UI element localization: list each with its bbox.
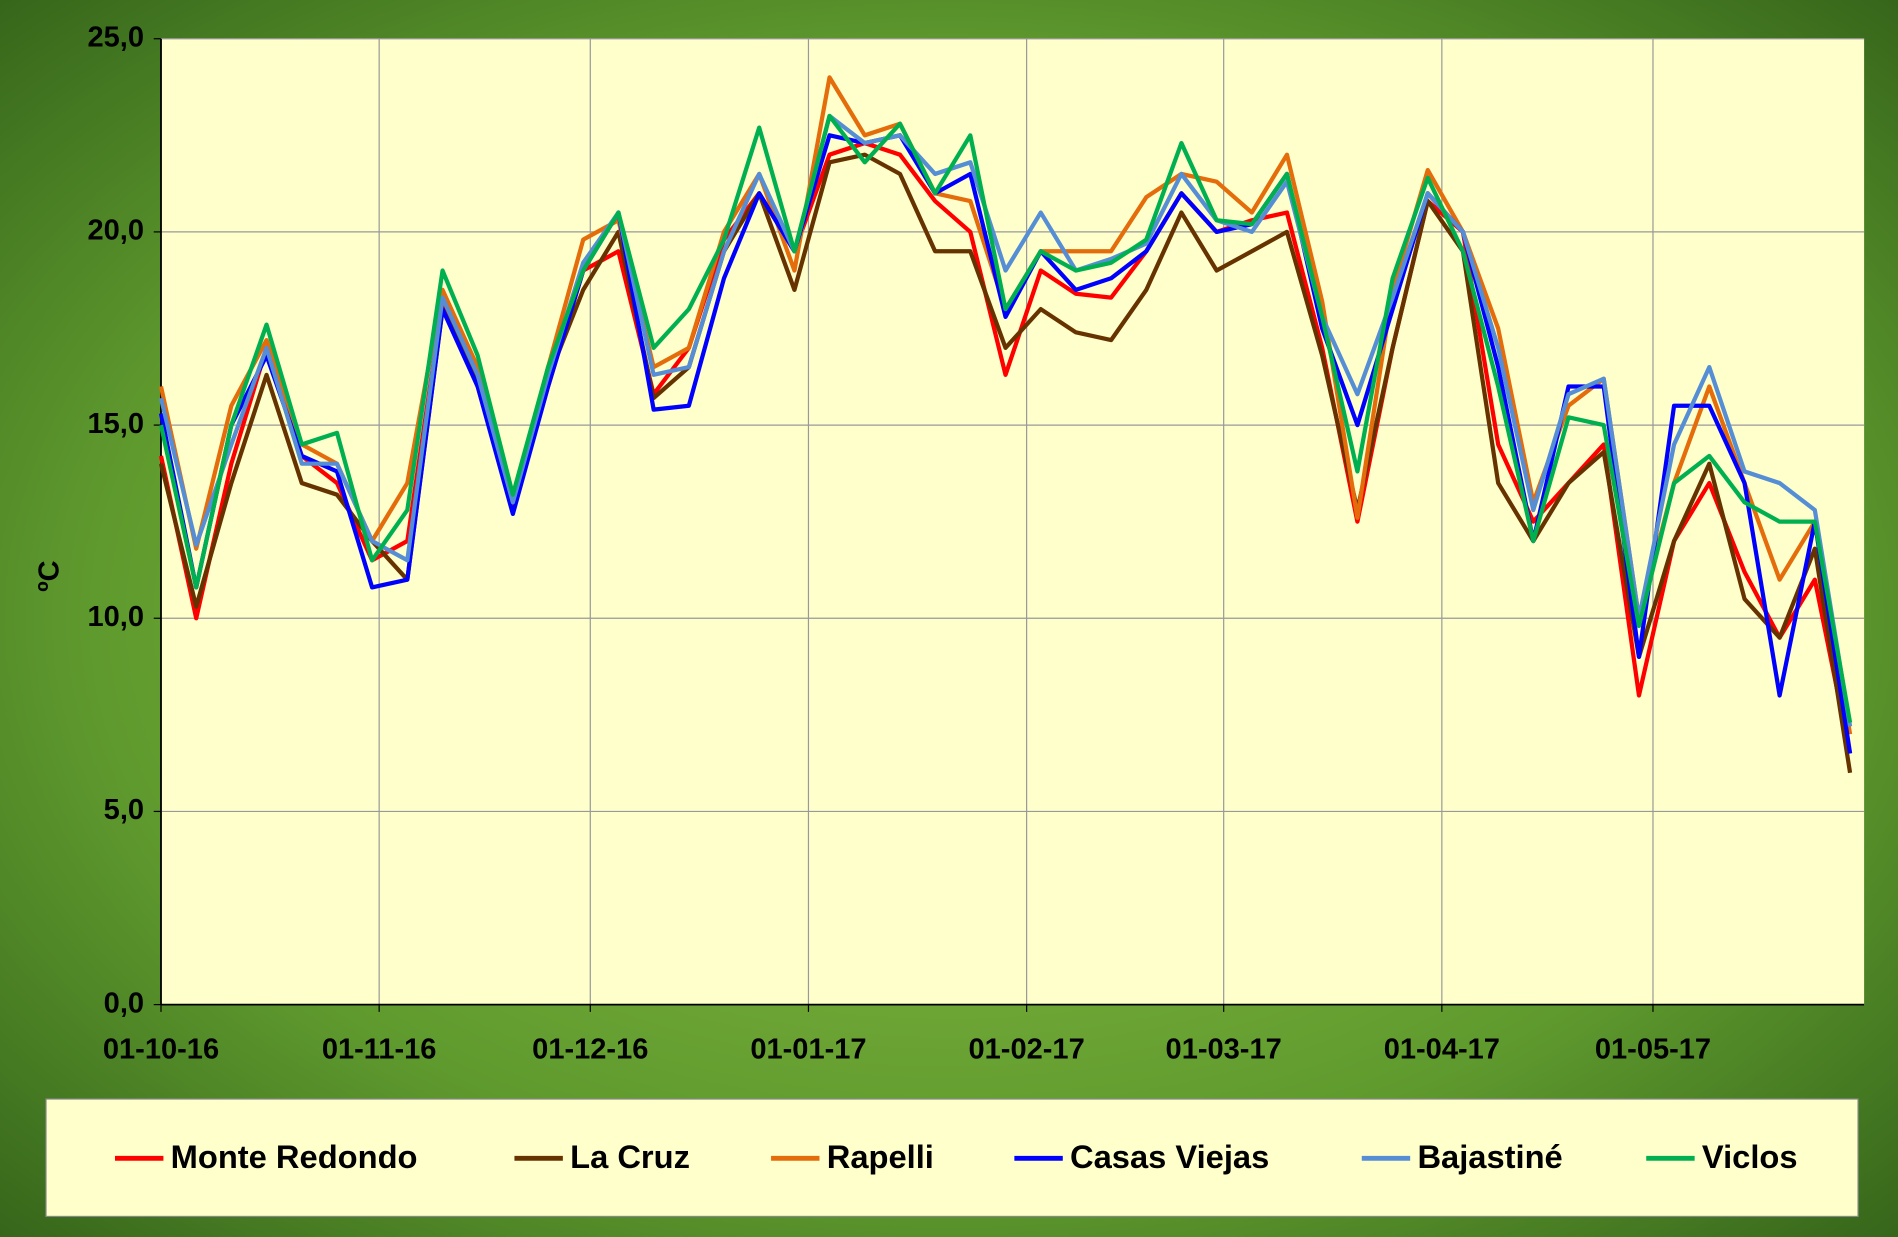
series-line (158, 113, 1853, 723)
plot-area (160, 38, 1865, 1005)
series-line (158, 113, 1853, 727)
y-tick-label: 0,0 (104, 987, 144, 1019)
x-tick-label: 01-03-17 (1166, 1033, 1282, 1065)
legend-box (45, 1098, 1859, 1218)
y-tick-label: 25,0 (88, 21, 145, 53)
x-tick-label: 01-02-17 (969, 1033, 1085, 1065)
x-tick-label: 01-12-16 (532, 1033, 648, 1065)
x-tick-label: 01-05-17 (1595, 1033, 1711, 1065)
x-tick-label: 01-01-17 (750, 1033, 866, 1065)
legend-label: Casas Viejas (1070, 1138, 1269, 1175)
y-tick-label: 15,0 (88, 408, 145, 440)
y-axis-label: ºC (34, 560, 66, 592)
y-tick-label: 10,0 (88, 601, 145, 633)
legend-label: Rapelli (827, 1138, 934, 1175)
y-tick-label: 20,0 (88, 215, 145, 247)
legend-label: La Cruz (570, 1138, 690, 1175)
x-tick-label: 01-11-16 (322, 1033, 437, 1065)
legend-label: Bajastiné (1417, 1138, 1562, 1175)
y-tick-label: 5,0 (104, 794, 144, 826)
x-tick-label: 01-04-17 (1384, 1033, 1500, 1065)
x-tick-label: 01-10-16 (103, 1033, 219, 1065)
legend-label: Monte Redondo (171, 1138, 418, 1175)
legend-label: Viclos (1702, 1138, 1798, 1175)
